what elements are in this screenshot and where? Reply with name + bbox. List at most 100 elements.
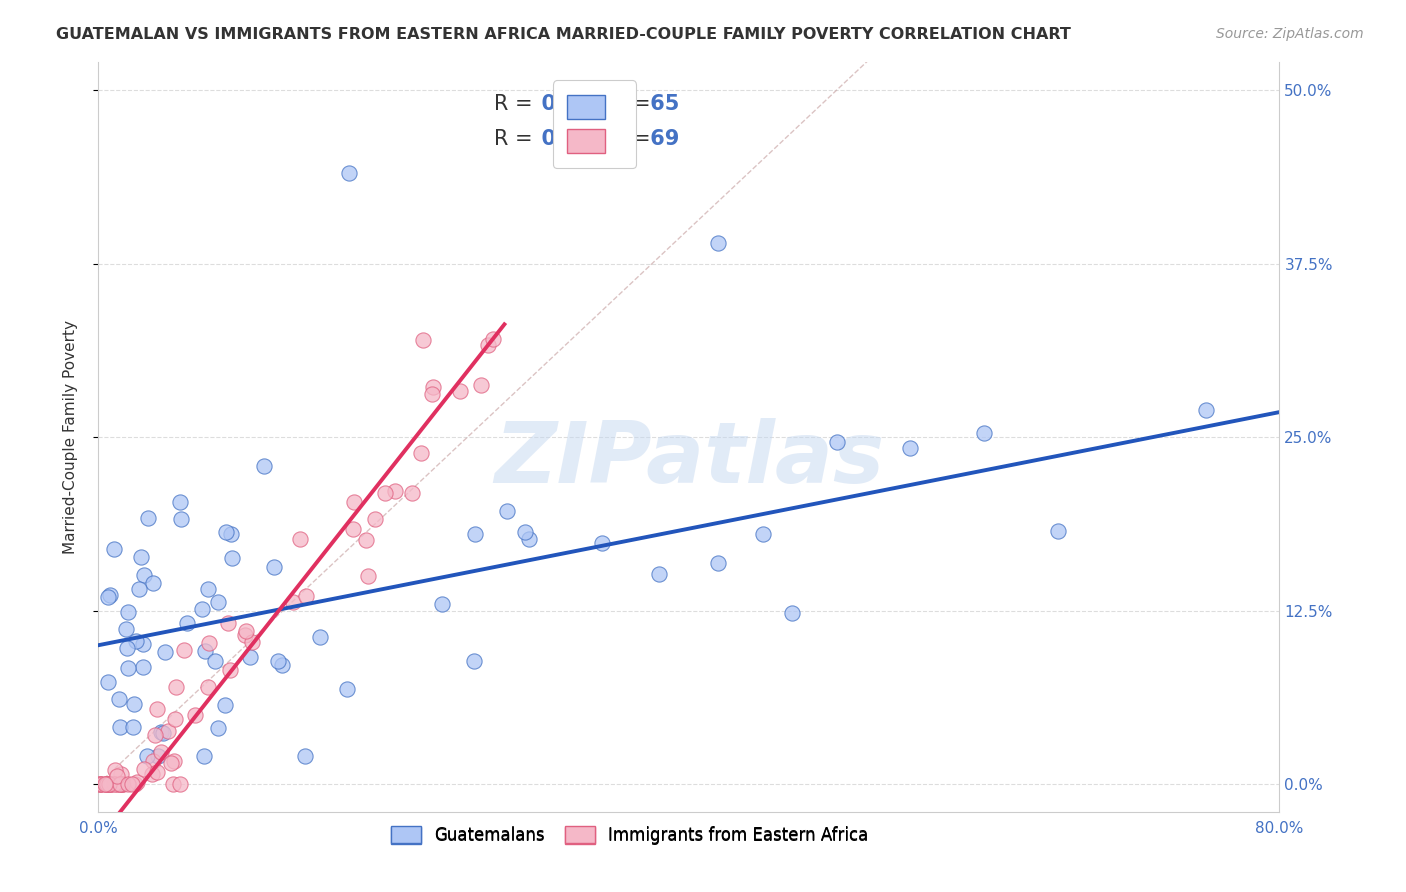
Point bbox=[309, 630, 332, 644]
Point bbox=[165, 680, 187, 694]
Point bbox=[169, 494, 191, 508]
Point bbox=[93, 777, 115, 791]
Point bbox=[145, 765, 167, 780]
Point bbox=[138, 511, 160, 525]
Point bbox=[900, 442, 922, 456]
Point bbox=[108, 692, 131, 706]
Point bbox=[283, 594, 305, 608]
Point bbox=[110, 767, 132, 781]
Point bbox=[100, 777, 122, 791]
Point bbox=[221, 551, 243, 566]
Point bbox=[357, 569, 380, 583]
Point bbox=[91, 777, 114, 791]
Point bbox=[153, 645, 176, 659]
Point bbox=[463, 654, 485, 668]
Point bbox=[204, 654, 226, 668]
Point bbox=[117, 641, 139, 656]
Point bbox=[496, 504, 519, 518]
Point bbox=[648, 566, 671, 581]
Point bbox=[142, 575, 165, 590]
Point bbox=[156, 724, 179, 739]
Point bbox=[98, 777, 121, 791]
Point bbox=[374, 485, 396, 500]
Point bbox=[973, 426, 995, 441]
Point bbox=[191, 602, 214, 616]
Point bbox=[104, 763, 127, 777]
Point bbox=[117, 777, 139, 791]
Point bbox=[111, 777, 134, 791]
Text: N =: N = bbox=[591, 94, 657, 113]
Point bbox=[97, 590, 120, 604]
Point bbox=[197, 680, 219, 694]
Point bbox=[235, 624, 257, 639]
Point bbox=[184, 708, 207, 723]
Point bbox=[263, 560, 285, 574]
Text: ZIPatlas: ZIPatlas bbox=[494, 418, 884, 501]
Point bbox=[233, 627, 256, 641]
Point bbox=[782, 606, 804, 620]
Point bbox=[422, 380, 444, 394]
Point bbox=[160, 756, 183, 771]
Text: R =: R = bbox=[494, 94, 540, 113]
Point bbox=[515, 524, 537, 539]
Point bbox=[339, 166, 361, 180]
Point bbox=[105, 777, 128, 791]
Point bbox=[1195, 403, 1218, 417]
Point bbox=[207, 721, 229, 735]
Point bbox=[449, 384, 471, 398]
Y-axis label: Married-Couple Family Poverty: Married-Couple Family Poverty bbox=[63, 320, 77, 554]
Point bbox=[114, 622, 136, 636]
Point bbox=[217, 615, 239, 630]
Point bbox=[111, 777, 134, 791]
Point bbox=[89, 777, 111, 791]
Point bbox=[412, 333, 434, 347]
Point bbox=[89, 777, 111, 791]
Point bbox=[1046, 524, 1070, 538]
Text: N =: N = bbox=[591, 128, 657, 149]
Point bbox=[271, 658, 294, 673]
Point bbox=[89, 777, 111, 791]
Point bbox=[294, 749, 316, 764]
Point bbox=[482, 332, 505, 346]
Point bbox=[152, 726, 174, 740]
Point bbox=[125, 774, 148, 789]
Point bbox=[176, 615, 198, 630]
Point bbox=[142, 754, 165, 768]
Point bbox=[117, 605, 139, 619]
Point bbox=[98, 777, 121, 791]
Point bbox=[103, 777, 125, 791]
Point bbox=[517, 532, 540, 546]
Text: 69: 69 bbox=[643, 128, 679, 149]
Point bbox=[295, 589, 318, 603]
Point bbox=[103, 541, 125, 556]
Point bbox=[173, 643, 195, 657]
Point bbox=[162, 777, 184, 791]
Point bbox=[364, 512, 387, 526]
Point bbox=[94, 777, 117, 791]
Point bbox=[198, 636, 221, 650]
Point bbox=[96, 777, 118, 791]
Point bbox=[239, 650, 262, 665]
Point bbox=[253, 459, 276, 474]
Point bbox=[134, 762, 156, 776]
Point bbox=[96, 777, 118, 791]
Point bbox=[129, 550, 152, 565]
Point bbox=[384, 484, 406, 499]
Point bbox=[98, 777, 121, 791]
Legend: Guatemalans, Immigrants from Eastern Africa: Guatemalans, Immigrants from Eastern Afr… bbox=[382, 817, 877, 852]
Point bbox=[97, 675, 120, 690]
Point bbox=[193, 749, 215, 764]
Point bbox=[150, 745, 173, 759]
Point bbox=[125, 634, 148, 648]
Point bbox=[131, 659, 153, 673]
Point bbox=[464, 527, 486, 541]
Point bbox=[432, 597, 454, 611]
Point bbox=[194, 643, 217, 657]
Point bbox=[707, 235, 730, 250]
Point bbox=[752, 527, 775, 541]
Point bbox=[146, 749, 169, 764]
Text: Source: ZipAtlas.com: Source: ZipAtlas.com bbox=[1216, 27, 1364, 41]
Point bbox=[111, 777, 134, 791]
Point bbox=[470, 377, 492, 392]
Point bbox=[207, 595, 229, 609]
